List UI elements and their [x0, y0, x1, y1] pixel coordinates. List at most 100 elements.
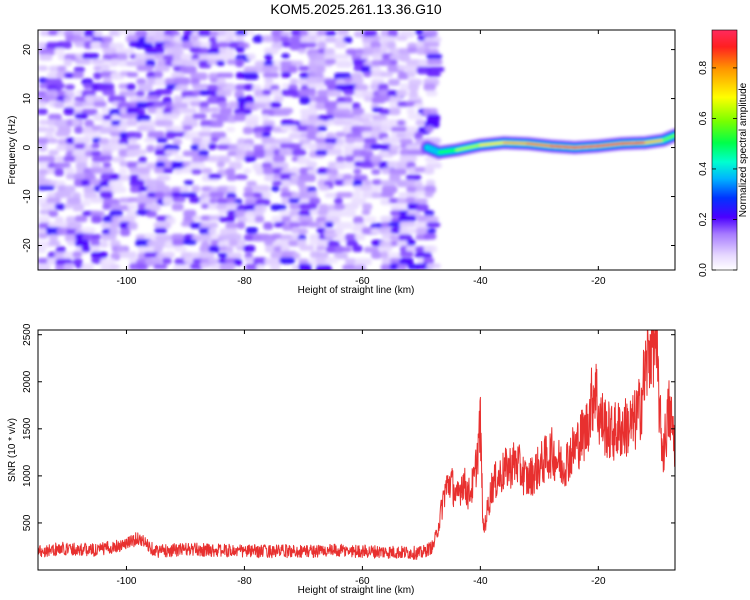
- noise-cell: [270, 204, 287, 211]
- noise-cell: [344, 96, 353, 104]
- noise-cell: [315, 132, 325, 139]
- noise-cell: [363, 246, 380, 253]
- noise-cell: [118, 60, 129, 67]
- noise-cell: [263, 72, 280, 78]
- noise-cell: [298, 210, 312, 216]
- noise-cell: [353, 174, 368, 181]
- noise-cell: [380, 180, 397, 186]
- y-tick-label: -10: [22, 189, 33, 204]
- noise-cell: [316, 245, 326, 251]
- x-tick-label: -100: [116, 276, 136, 287]
- noise-cell: [255, 167, 265, 176]
- noise-cell: [280, 187, 290, 193]
- noise-cell: [389, 96, 402, 103]
- noise-cell: [262, 65, 279, 72]
- noise-cell: [334, 246, 352, 253]
- noise-cell: [416, 66, 431, 75]
- noise-cell: [117, 125, 127, 132]
- noise-cell: [45, 78, 63, 86]
- noise-cell: [171, 48, 184, 56]
- noise-cell: [156, 175, 171, 181]
- noise-cell: [255, 198, 271, 206]
- noise-cell: [298, 228, 308, 235]
- noise-cell: [38, 216, 50, 223]
- noise-cell: [63, 107, 75, 116]
- noise-cell: [101, 150, 113, 156]
- noise-cell: [110, 264, 120, 270]
- noise-cell: [308, 191, 318, 199]
- noise-cell: [144, 233, 157, 241]
- y-tick-label: 500: [22, 514, 33, 531]
- colorbar-label: Normalized spectral amplitude: [738, 82, 749, 217]
- noise-cell: [407, 113, 423, 120]
- noise-cell: [306, 125, 320, 134]
- noise-cell: [299, 96, 311, 105]
- x-tick-label: -60: [355, 276, 370, 287]
- noise-cell: [54, 101, 65, 109]
- noise-cell: [342, 264, 356, 270]
- noise-cell: [406, 161, 416, 169]
- noise-cell: [100, 167, 114, 175]
- noise-cell: [73, 66, 85, 73]
- noise-cell: [64, 185, 76, 193]
- noise-cell: [253, 102, 267, 109]
- noise-cell: [280, 245, 290, 253]
- noise-cell: [200, 41, 212, 48]
- noise-cell: [298, 65, 310, 71]
- noise-cell: [246, 180, 257, 187]
- noise-cell: [272, 180, 283, 186]
- noise-cell: [399, 155, 418, 162]
- noise-cell: [38, 144, 48, 152]
- noise-cell: [172, 138, 182, 146]
- noise-cell: [315, 216, 329, 223]
- noise-cell: [280, 107, 294, 114]
- noise-cell: [343, 89, 356, 95]
- noise-cell: [236, 221, 246, 229]
- noise-cell: [218, 101, 228, 108]
- noise-cell: [378, 227, 395, 235]
- noise-cell: [129, 179, 145, 187]
- noise-cell: [399, 83, 409, 92]
- noise-cell: [147, 131, 165, 139]
- noise-cell: [102, 53, 112, 61]
- noise-cell: [182, 150, 200, 157]
- noise-cell: [84, 174, 96, 181]
- noise-cell: [90, 210, 105, 217]
- snr-x-ticks: -100 -80 -60 -40 -20: [116, 330, 606, 587]
- band-core-segment: [620, 141, 647, 145]
- noise-cell: [389, 168, 407, 175]
- noise-cell: [190, 144, 200, 151]
- noise-cell: [93, 72, 102, 80]
- band-core-segment: [426, 146, 441, 154]
- noise-cell: [388, 252, 401, 260]
- noise-cell: [217, 96, 227, 104]
- noise-cell: [300, 108, 318, 115]
- noise-cell: [406, 174, 422, 181]
- noise-cell: [84, 119, 94, 128]
- noise-cell: [344, 233, 358, 242]
- noise-cell: [235, 174, 248, 180]
- noise-cell: [234, 108, 252, 115]
- noise-cell: [208, 36, 218, 44]
- noise-cell: [236, 216, 249, 223]
- noise-cell: [225, 263, 236, 270]
- noise-cell: [136, 65, 154, 72]
- noise-cell: [315, 36, 326, 42]
- noise-cell: [398, 234, 413, 242]
- noise-cell: [38, 65, 48, 71]
- noise-cell: [345, 48, 357, 56]
- noise-cell: [102, 162, 112, 168]
- noise-cell: [146, 185, 157, 193]
- noise-cell: [264, 239, 274, 247]
- noise-cell: [424, 167, 435, 175]
- noise-cell: [225, 36, 235, 43]
- noise-cell: [388, 221, 403, 227]
- noise-cell: [307, 169, 321, 175]
- noise-cell: [344, 155, 355, 163]
- noise-cell: [91, 234, 102, 240]
- noise-cell: [154, 227, 168, 234]
- noise-cell: [48, 149, 59, 156]
- noise-cell: [298, 258, 309, 265]
- noise-cell: [270, 85, 280, 91]
